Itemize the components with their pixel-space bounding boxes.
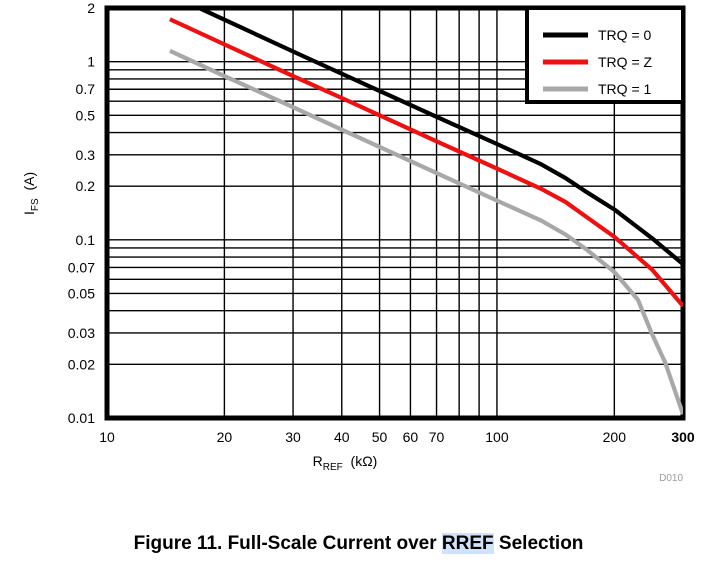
y-tick-label: 0.05: [68, 285, 95, 301]
figure-id-watermark: D010: [659, 473, 683, 484]
series-line-0: [194, 8, 683, 266]
y-tick-label: 0.03: [68, 325, 95, 341]
plot-border: [104, 5, 686, 421]
y-tick-label: 0.7: [76, 81, 96, 97]
y-axis-title-main: I: [21, 211, 37, 215]
y-tick-label: 2: [87, 0, 95, 16]
series-line-1: [169, 17, 683, 308]
x-tick-label: 70: [429, 429, 445, 445]
y-axis-tick-labels: 2 1 0.7 0.5 0.3 0.2 0.1 0.07 0.05 0.03 0.02 0.01: [68, 0, 95, 426]
y-tick-label: 0.07: [68, 259, 95, 275]
figure-caption: Figure 11. Full-Scale Current over RREF …: [0, 533, 717, 555]
x-axis-title: RREF (kΩ): [313, 453, 378, 473]
legend-items-group: TRQ = 0 TRQ = Z TRQ = 1: [543, 27, 653, 97]
x-tick-label: 100: [485, 429, 509, 445]
caption-prefix: Figure 11. Full-Scale Current over: [133, 533, 442, 554]
x-tick-label: 200: [603, 429, 627, 445]
legend-label-2: TRQ = 1: [598, 81, 652, 97]
y-tick-label: 0.02: [68, 356, 95, 372]
svg-text:IFS (A): IFS (A): [21, 172, 41, 215]
legend-label-1: TRQ = Z: [598, 54, 653, 70]
caption-suffix: Selection: [493, 533, 584, 554]
chart-legend: TRQ = 0 TRQ = Z TRQ = 1: [525, 6, 685, 104]
y-tick-label: 0.2: [76, 178, 96, 194]
y-axis-title: IFS (A): [21, 172, 41, 215]
x-axis-title-main: R: [313, 453, 323, 469]
x-tick-label: 10: [99, 429, 115, 445]
y-gridlines-group: [107, 60, 683, 366]
x-tick-label: 20: [217, 429, 233, 445]
chart-plot: 2 1 0.7 0.5 0.3 0.2 0.1 0.07 0.05 0.03 0.02 0.01 10…: [21, 0, 695, 484]
caption-highlight-rref: RREF: [441, 533, 494, 554]
x-tick-label: 60: [403, 429, 419, 445]
legend-background: [525, 6, 685, 104]
y-tick-label: 1: [87, 54, 95, 70]
y-tick-label: 0.3: [76, 147, 96, 163]
legend-label-0: TRQ = 0: [598, 27, 652, 43]
svg-text:RREF (kΩ): RREF (kΩ): [313, 453, 378, 473]
y-tick-label: 0.5: [76, 107, 96, 123]
x-axis-title-unit: (kΩ): [351, 453, 378, 469]
data-series-group: [169, 8, 683, 415]
y-tick-label: 0.01: [68, 410, 95, 426]
x-axis-title-sub: REF: [323, 462, 343, 473]
y-axis-title-unit: (A): [21, 172, 37, 191]
y-axis-title-sub: FS: [30, 198, 41, 211]
x-tick-label: 50: [372, 429, 388, 445]
x-tick-label: 40: [334, 429, 350, 445]
x-axis-tick-labels: 10 20 30 40 50 60 70 100 200 300: [99, 429, 695, 445]
y-tick-label: 0.1: [76, 232, 96, 248]
x-tick-label: 30: [285, 429, 301, 445]
plot-frame: [104, 5, 686, 421]
x-tick-label: 300: [671, 429, 695, 445]
series-line-2: [169, 48, 683, 415]
